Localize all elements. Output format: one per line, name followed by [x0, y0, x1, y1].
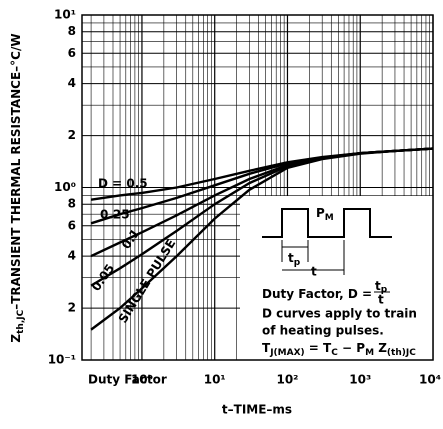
inset-box — [240, 196, 433, 360]
pm-label: PM — [316, 206, 334, 223]
y-tick-label: 8 — [68, 24, 76, 38]
x-tick-label: 10² — [276, 373, 298, 387]
y-tick-label: 10⁰ — [54, 180, 76, 194]
x-tick-label: 10⁰ — [131, 373, 153, 387]
y-tick-label: 8 — [68, 197, 76, 211]
note-line1: D curves apply to train — [262, 307, 417, 321]
equation: TJ(MAX) = TC − PM Z(th)JC — [262, 341, 416, 358]
tp-label: tp — [288, 251, 301, 268]
y-tick-label: 2 — [68, 301, 76, 315]
y-tick-label: 4 — [68, 249, 76, 263]
y-tick-label: 10⁻¹ — [48, 353, 76, 367]
duty-formula: Duty Factor, D =tp — [262, 279, 388, 301]
y-tick-label: 6 — [68, 46, 76, 60]
y-axis-label: Zth,JC–TRANSIENT THERMAL RESISTANCE–°C/W — [9, 33, 26, 342]
x-axis-label: t–TIME–ms — [222, 403, 292, 417]
y-tick-label: 10¹ — [54, 8, 76, 22]
y-tick-label: 2 — [68, 128, 76, 142]
duty-factor-label: Duty Factor — [88, 373, 167, 387]
x-tick-label: 10⁴ — [419, 373, 441, 387]
curve-label: 0.25 — [100, 208, 130, 222]
pulse-train — [262, 208, 392, 238]
curve — [90, 147, 434, 331]
x-tick-label: 10³ — [349, 373, 371, 387]
plot-frame — [81, 14, 434, 361]
duty-denominator: t — [378, 293, 384, 307]
y-tick-label: 6 — [68, 218, 76, 232]
note-line2: of heating pulses. — [262, 324, 384, 338]
curve-label: 0.1 — [119, 226, 143, 251]
t-label: t — [311, 265, 317, 279]
y-tick-label: 4 — [68, 76, 76, 90]
curve-label: D = 0.5 — [98, 177, 148, 191]
x-tick-label: 10¹ — [204, 373, 226, 387]
